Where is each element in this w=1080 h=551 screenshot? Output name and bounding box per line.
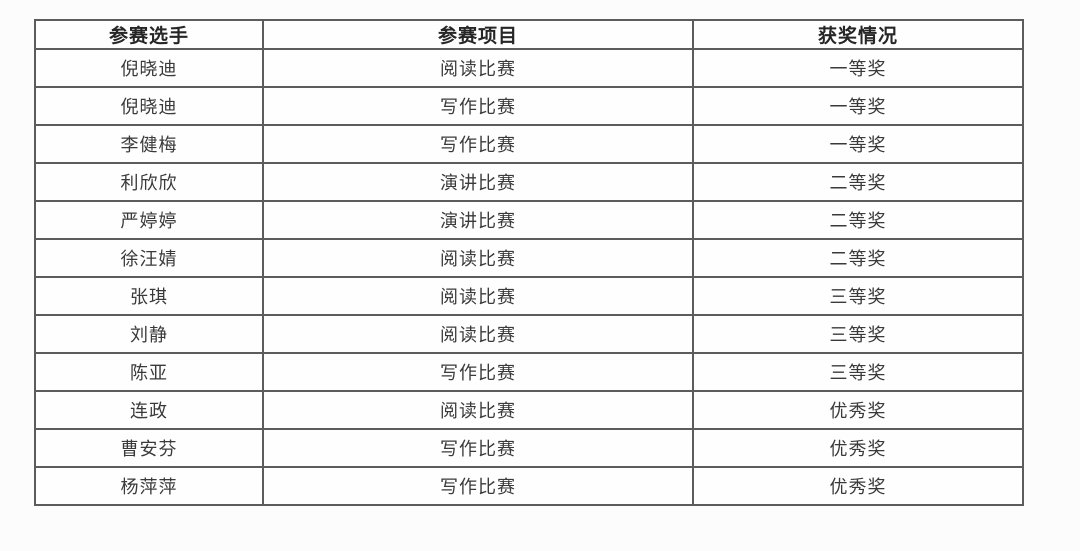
cell-event: 阅读比赛 (262, 48, 694, 88)
cell-player: 曹安芬 (34, 428, 264, 468)
cell-award: 二等奖 (692, 162, 1024, 202)
cell-player: 倪晓迪 (34, 48, 264, 88)
award-results-table: 参赛选手 参赛项目 获奖情况 倪晓迪 阅读比赛 一等奖 倪晓迪 写作比赛 一等奖 李健梅 写作… (34, 19, 1024, 506)
cell-event: 阅读比赛 (262, 314, 694, 354)
table-row: 刘静 阅读比赛 三等奖 (34, 314, 1024, 354)
table-body: 倪晓迪 阅读比赛 一等奖 倪晓迪 写作比赛 一等奖 李健梅 写作比赛 一等奖 利欣欣 演讲比赛 二等奖… (34, 48, 1024, 506)
cell-player: 张琪 (34, 276, 264, 316)
column-header-event: 参赛项目 (262, 19, 694, 50)
table-row: 徐汪婧 阅读比赛 二等奖 (34, 238, 1024, 278)
cell-event: 阅读比赛 (262, 390, 694, 430)
cell-award: 二等奖 (692, 200, 1024, 240)
cell-event: 写作比赛 (262, 352, 694, 392)
table-row: 陈亚 写作比赛 三等奖 (34, 352, 1024, 392)
cell-event: 写作比赛 (262, 124, 694, 164)
table-row: 曹安芬 写作比赛 优秀奖 (34, 428, 1024, 468)
cell-event: 写作比赛 (262, 466, 694, 506)
cell-player: 刘静 (34, 314, 264, 354)
table-row: 利欣欣 演讲比赛 二等奖 (34, 162, 1024, 202)
cell-player: 陈亚 (34, 352, 264, 392)
cell-award: 优秀奖 (692, 466, 1024, 506)
cell-award: 三等奖 (692, 352, 1024, 392)
cell-award: 一等奖 (692, 86, 1024, 126)
table-row: 严婷婷 演讲比赛 二等奖 (34, 200, 1024, 240)
cell-event: 演讲比赛 (262, 162, 694, 202)
cell-event: 阅读比赛 (262, 238, 694, 278)
table-header-row: 参赛选手 参赛项目 获奖情况 (34, 19, 1024, 50)
cell-award: 一等奖 (692, 124, 1024, 164)
cell-player: 严婷婷 (34, 200, 264, 240)
cell-event: 阅读比赛 (262, 276, 694, 316)
cell-award: 三等奖 (692, 314, 1024, 354)
cell-award: 优秀奖 (692, 428, 1024, 468)
cell-player: 利欣欣 (34, 162, 264, 202)
cell-award: 优秀奖 (692, 390, 1024, 430)
cell-player: 徐汪婧 (34, 238, 264, 278)
cell-player: 倪晓迪 (34, 86, 264, 126)
table-row: 张琪 阅读比赛 三等奖 (34, 276, 1024, 316)
cell-event: 写作比赛 (262, 86, 694, 126)
table-row: 杨萍萍 写作比赛 优秀奖 (34, 466, 1024, 506)
table-row: 倪晓迪 阅读比赛 一等奖 (34, 48, 1024, 88)
cell-award: 二等奖 (692, 238, 1024, 278)
table-header: 参赛选手 参赛项目 获奖情况 (34, 19, 1024, 50)
table-row: 倪晓迪 写作比赛 一等奖 (34, 86, 1024, 126)
column-header-award: 获奖情况 (692, 19, 1024, 50)
cell-player: 杨萍萍 (34, 466, 264, 506)
cell-award: 一等奖 (692, 48, 1024, 88)
table-row: 连政 阅读比赛 优秀奖 (34, 390, 1024, 430)
table-row: 李健梅 写作比赛 一等奖 (34, 124, 1024, 164)
column-header-player: 参赛选手 (34, 19, 264, 50)
cell-event: 写作比赛 (262, 428, 694, 468)
cell-award: 三等奖 (692, 276, 1024, 316)
cell-event: 演讲比赛 (262, 200, 694, 240)
cell-player: 李健梅 (34, 124, 264, 164)
cell-player: 连政 (34, 390, 264, 430)
